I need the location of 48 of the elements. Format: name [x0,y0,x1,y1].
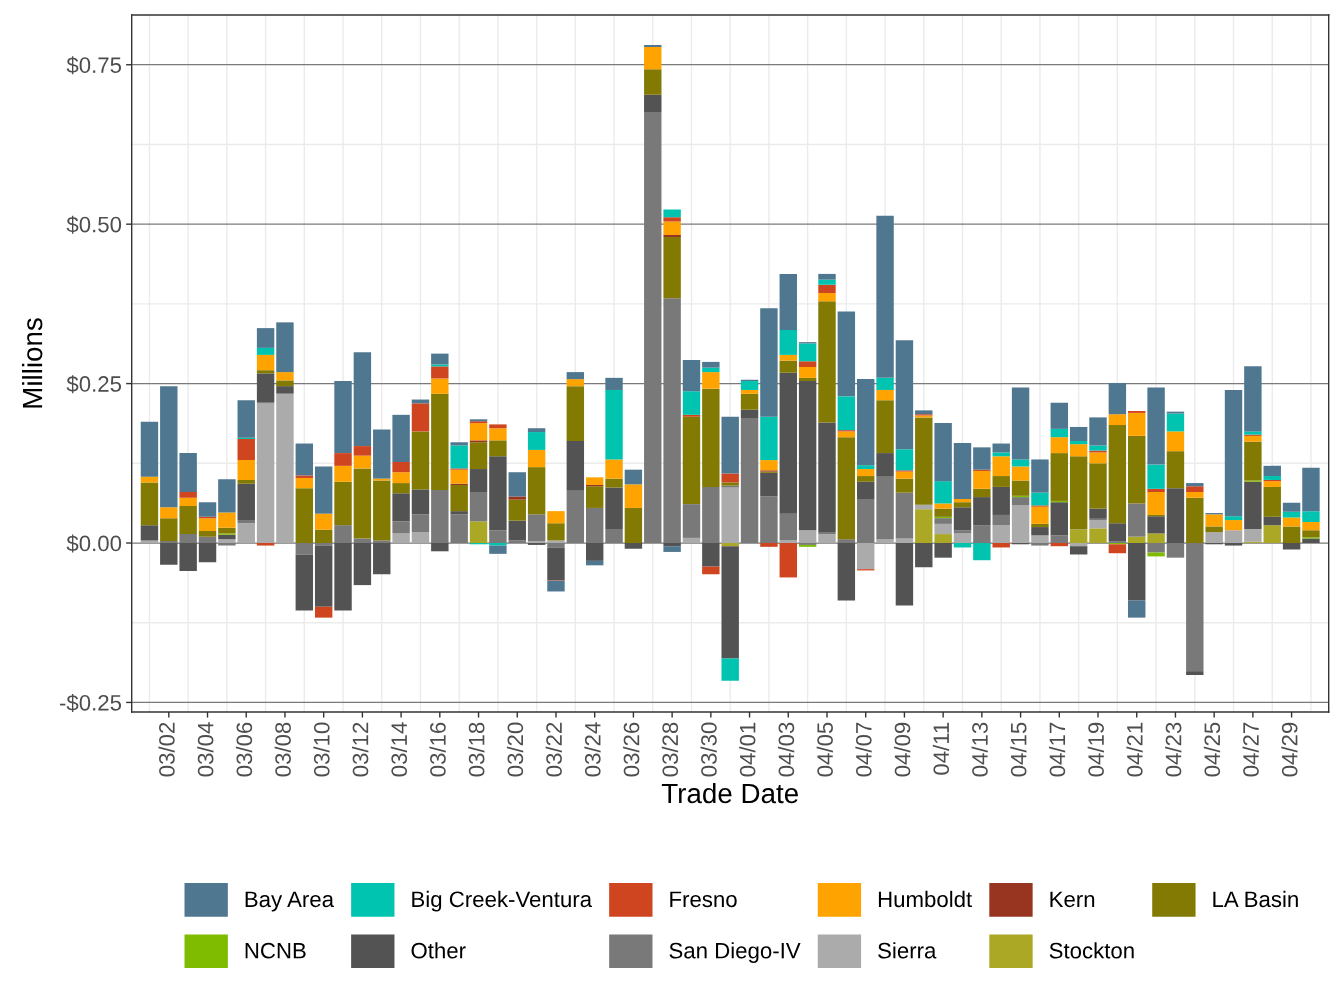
y-tick-label: $0.50 [66,215,122,234]
x-tick-label: 04/17 [1048,722,1066,777]
x-tick-label: 03/10 [313,722,330,777]
x-tick-label: 04/07 [855,722,872,777]
x-tick-label: 03/24 [584,722,601,777]
y-axis-title: Millions [21,318,43,408]
x-tick-label: 04/01 [739,722,756,777]
x-tick-label: 04/09 [894,722,911,777]
x-tick-label: 04/23 [1165,722,1182,777]
x-axis-title: Trade Date [661,782,798,804]
x-tick-label: 03/22 [545,722,562,777]
x-tick-label: 04/27 [1242,722,1259,777]
x-tick-label: 03/28 [661,722,679,777]
y-tick-label: $0.25 [66,375,122,394]
x-tick-label: 03/18 [468,722,485,777]
legend-label: NCNB [245,942,306,959]
x-tick-label: 04/29 [1281,722,1298,777]
x-tick-label: 03/08 [274,722,291,777]
x-tick-label: 03/14 [390,722,408,777]
x-tick-label: 03/04 [197,722,214,777]
x-tick-label: 04/05 [816,722,833,777]
legend-label: Bay Area [245,891,335,912]
x-tick-label: 03/12 [352,722,369,777]
y-tick-label: $0.75 [66,56,122,75]
legend-label: Stockton [1049,942,1134,959]
legend-label: Sierra [878,942,937,959]
legend-label: Fresno [670,891,737,908]
x-tick-label: 03/16 [429,722,446,777]
x-tick-label: 04/13 [971,722,988,777]
y-tick-label: $0.00 [66,534,122,553]
legend-label: Other [411,942,466,959]
x-tick-label: 04/19 [1087,722,1104,777]
x-tick-label: 03/26 [623,722,640,777]
x-tick-label: 03/30 [700,722,717,777]
x-tick-label: 04/11 [932,722,950,775]
legend-label: Big Creek-Ventura [412,890,593,912]
x-tick-label: 03/06 [235,722,253,777]
legend-label: San Diego-IV [669,942,801,963]
x-tick-label: 04/15 [1010,722,1027,777]
x-tick-label: 04/25 [1203,722,1221,777]
legend-label: Kern [1050,891,1095,908]
x-tick-label: 03/20 [506,722,524,777]
x-tick-label: 03/02 [158,722,175,777]
legend-label: Humboldt [878,890,973,908]
x-tick-label: 04/21 [1126,722,1143,777]
x-tick-label: 04/03 [777,722,795,777]
y-tick-label: -$0.25 [59,694,122,713]
legend-label: LA Basin [1213,890,1298,908]
